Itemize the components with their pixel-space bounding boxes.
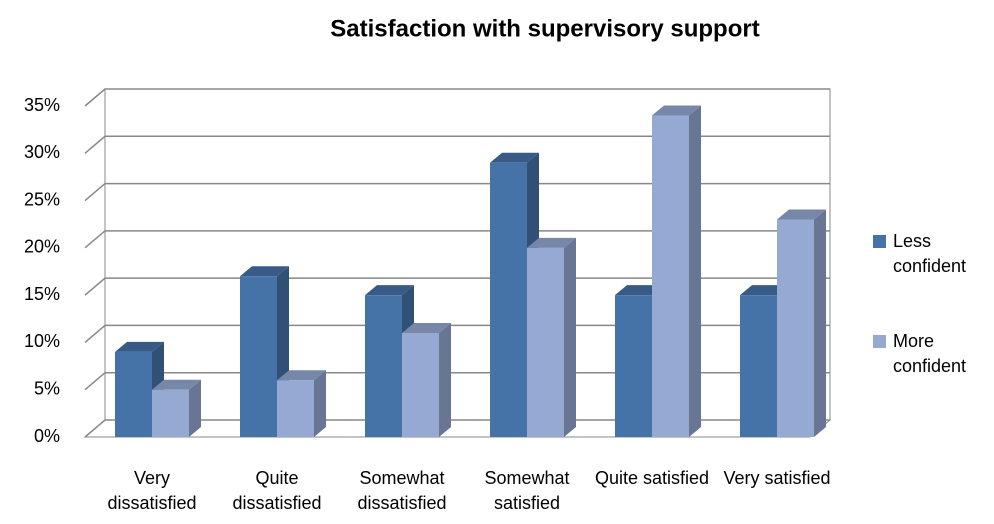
x-tick-label: Quite satisfied xyxy=(594,468,710,488)
x-tick-label: Quite dissatisfied xyxy=(232,468,322,513)
bar xyxy=(652,115,689,437)
bar-top xyxy=(365,285,414,296)
bar-side xyxy=(689,105,701,437)
grid-line xyxy=(84,230,830,249)
back-wall xyxy=(104,88,831,421)
bar xyxy=(277,380,314,437)
bar xyxy=(152,389,189,437)
y-tick-label: 15% xyxy=(24,284,60,304)
legend-swatch xyxy=(873,235,886,248)
bar-top xyxy=(240,266,289,277)
bar-top xyxy=(115,341,164,352)
bar-side xyxy=(564,237,576,437)
grid-line xyxy=(84,88,830,107)
grid-line xyxy=(84,277,830,296)
bar-top xyxy=(615,285,664,296)
bar xyxy=(240,276,277,437)
bar xyxy=(527,247,564,437)
legend-label: Less confident xyxy=(893,231,967,276)
chart-title: Satisfaction with supervisory support xyxy=(330,15,759,42)
bar-top xyxy=(777,209,826,220)
bar-top xyxy=(152,379,201,390)
y-tick-label: 30% xyxy=(24,142,60,162)
grid-line xyxy=(84,135,830,154)
bar-side xyxy=(814,209,826,437)
y-tick-label: 25% xyxy=(24,189,60,209)
y-tick-label: 35% xyxy=(24,95,60,115)
x-tick-label: Very dissatisfied xyxy=(107,468,197,513)
bar xyxy=(365,295,402,437)
y-tick-label: 20% xyxy=(24,237,60,257)
legend-swatch xyxy=(873,335,886,348)
x-tick-label: Very satisfied xyxy=(723,468,831,488)
grid-line xyxy=(84,182,830,202)
x-tick-label: Somewhat dissatisfied xyxy=(357,468,447,513)
bar xyxy=(490,162,527,437)
bar-side xyxy=(189,379,201,437)
legend-label: More confident xyxy=(893,331,967,376)
bar-side xyxy=(439,322,451,437)
x-tick-label: Somewhat satisfied xyxy=(484,468,570,513)
y-tick-label: 0% xyxy=(34,426,60,446)
bar-top xyxy=(527,237,576,248)
bar xyxy=(115,351,152,437)
bar-top xyxy=(652,105,701,116)
bar-top xyxy=(402,322,451,333)
bar-top xyxy=(277,370,326,381)
bar-top xyxy=(490,152,539,163)
bar-top xyxy=(740,285,789,296)
bar xyxy=(402,332,439,437)
bar xyxy=(740,295,777,437)
grid-line xyxy=(84,371,830,391)
grid-line xyxy=(84,419,830,438)
grid-line xyxy=(84,324,830,344)
bar xyxy=(615,295,652,437)
bar xyxy=(777,219,814,437)
y-tick-label: 5% xyxy=(34,378,60,398)
y-tick-label: 10% xyxy=(24,331,60,351)
bar-side xyxy=(314,370,326,437)
